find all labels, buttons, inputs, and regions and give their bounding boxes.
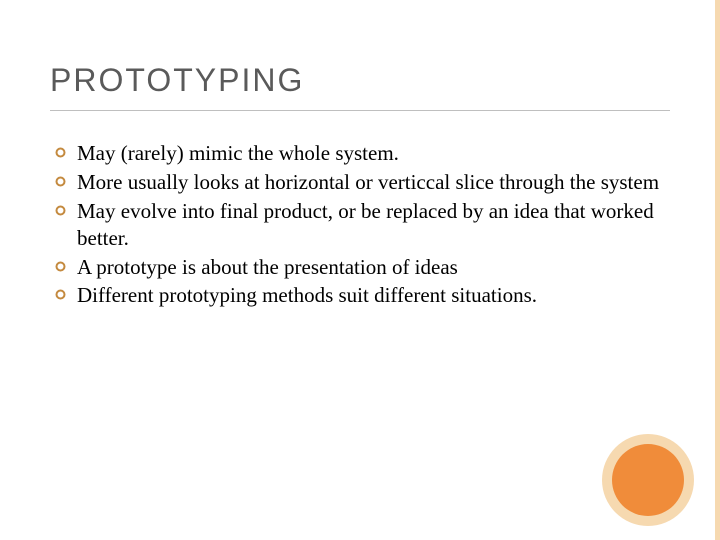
bullet-ring-icon — [55, 282, 77, 300]
bullet-ring-icon — [55, 169, 77, 187]
list-item-text: May (rarely) mimic the whole system. — [77, 140, 665, 167]
slide: PROTOTYPING May (rarely) mimic the whole… — [0, 0, 720, 540]
list-item-text: Different prototyping methods suit diffe… — [77, 282, 665, 309]
list-item: A prototype is about the presentation of… — [55, 254, 665, 281]
slide-title: PROTOTYPING — [50, 62, 304, 99]
list-item-text: More usually looks at horizontal or vert… — [77, 169, 665, 196]
list-item: May evolve into final product, or be rep… — [55, 198, 665, 252]
list-item: More usually looks at horizontal or vert… — [55, 169, 665, 196]
list-item: Different prototyping methods suit diffe… — [55, 282, 665, 309]
list-item-text: A prototype is about the presentation of… — [77, 254, 665, 281]
bullet-ring-icon — [55, 140, 77, 158]
list-item-text: May evolve into final product, or be rep… — [77, 198, 665, 252]
title-underline — [50, 110, 670, 111]
slide-body: May (rarely) mimic the whole system. Mor… — [55, 140, 665, 311]
list-item: May (rarely) mimic the whole system. — [55, 140, 665, 167]
corner-circle-inner — [612, 444, 684, 516]
bullet-ring-icon — [55, 254, 77, 272]
bullet-ring-icon — [55, 198, 77, 216]
side-accent-stripe — [715, 0, 720, 540]
